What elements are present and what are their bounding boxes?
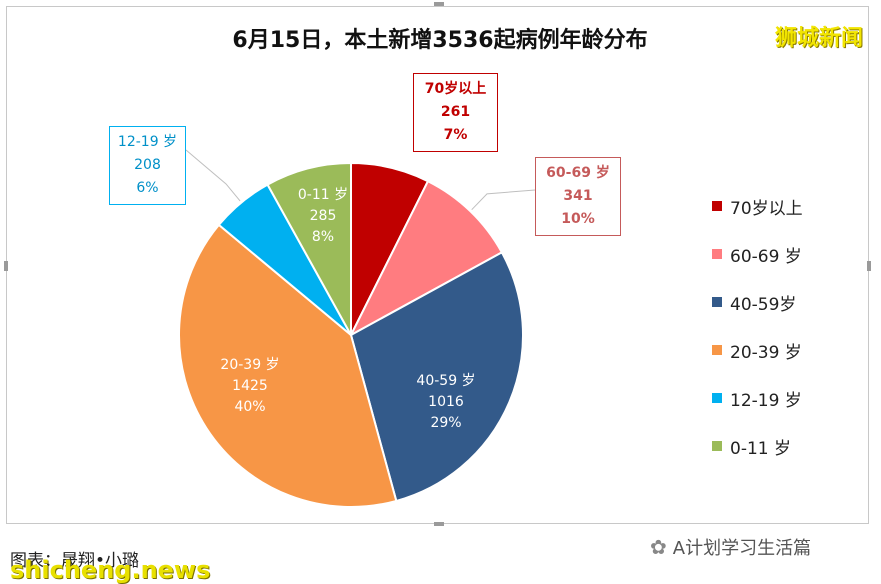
legend-item-0-11[interactable]: 0-11 岁 xyxy=(712,422,803,470)
slice-label-value: 341 xyxy=(563,188,593,204)
legend-label: 60-69 岁 xyxy=(730,246,802,267)
slice-label-pct: 7% xyxy=(443,127,468,143)
slice-label-60-69: 60-69 岁 341 10% xyxy=(535,157,621,236)
slice-label-40-59: 40-59 岁 1016 29% xyxy=(396,371,496,434)
slice-label-name: 12-19 岁 xyxy=(117,134,178,150)
slice-label-value: 208 xyxy=(134,157,161,173)
legend-item-70plus[interactable]: 70岁以上 xyxy=(712,182,803,230)
legend-item-60-69[interactable]: 60-69 岁 xyxy=(712,230,803,278)
legend-swatch xyxy=(712,441,722,451)
wechat-account[interactable]: ✿ A计划学习生活篇 xyxy=(650,534,811,560)
pie-slice-1[interactable] xyxy=(348,179,504,338)
legend-label: 20-39 岁 xyxy=(730,342,802,363)
slice-label-value: 285 xyxy=(309,208,337,224)
slice-label-pct: 40% xyxy=(234,399,266,415)
resize-handle-bottom[interactable] xyxy=(434,522,444,526)
slice-label-pct: 8% xyxy=(311,229,335,245)
legend-item-20-39[interactable]: 20-39 岁 xyxy=(712,326,803,374)
slice-label-name: 40-59 岁 xyxy=(416,373,476,389)
legend-item-12-19[interactable]: 12-19 岁 xyxy=(712,374,803,422)
chart-credit: 图表：晟翔•小璐 xyxy=(10,551,140,571)
leader-line-1 xyxy=(471,189,536,211)
legend-label: 12-19 岁 xyxy=(730,390,802,411)
pie-slice-2[interactable] xyxy=(349,251,524,503)
slice-label-name: 0-11 岁 xyxy=(297,187,349,203)
legend: 70岁以上 60-69 岁 40-59岁 20-39 岁 12-19 岁 0-1… xyxy=(712,182,803,470)
brand-logo-text: 狮城新闻 xyxy=(774,26,863,51)
legend-label: 70岁以上 xyxy=(730,198,803,219)
wechat-account-name: A计划学习生活篇 xyxy=(672,538,812,559)
pie-slice-5[interactable] xyxy=(266,161,352,339)
chart-title: 6月15日，本土新增3536起病例年龄分布 xyxy=(232,28,648,53)
slice-label-12-19: 12-19 岁 208 6% xyxy=(109,126,186,205)
slice-label-value: 261 xyxy=(440,104,471,120)
slice-label-name: 70岁以上 xyxy=(424,81,487,97)
pie-slice-3[interactable] xyxy=(178,223,398,508)
slice-label-20-39: 20-39 岁 1425 40% xyxy=(200,355,300,418)
legend-swatch xyxy=(712,201,722,211)
legend-label: 40-59岁 xyxy=(730,294,797,315)
slice-label-pct: 6% xyxy=(136,180,159,196)
resize-handle-right[interactable] xyxy=(867,261,871,271)
slice-label-name: 60-69 岁 xyxy=(546,165,610,181)
watermark-url: shicheng.news xyxy=(10,556,211,584)
slice-label-pct: 10% xyxy=(561,211,595,227)
slice-label-0-11: 0-11 岁 285 8% xyxy=(278,185,368,248)
legend-swatch xyxy=(712,345,722,355)
slice-label-value: 1425 xyxy=(232,378,268,394)
slice-label-value: 1016 xyxy=(428,394,464,410)
legend-label: 0-11 岁 xyxy=(730,438,791,459)
resize-handle-top[interactable] xyxy=(434,2,444,6)
legend-swatch xyxy=(712,297,722,307)
leader-line-4 xyxy=(185,149,241,202)
legend-swatch xyxy=(712,249,722,259)
slice-label-name: 20-39 岁 xyxy=(220,357,280,373)
wechat-icon: ✿ xyxy=(650,535,667,559)
legend-swatch xyxy=(712,393,722,403)
slice-label-70plus: 70岁以上 261 7% xyxy=(413,73,498,152)
legend-item-40-59[interactable]: 40-59岁 xyxy=(712,278,803,326)
slice-label-pct: 29% xyxy=(430,415,462,431)
resize-handle-left[interactable] xyxy=(4,261,8,271)
